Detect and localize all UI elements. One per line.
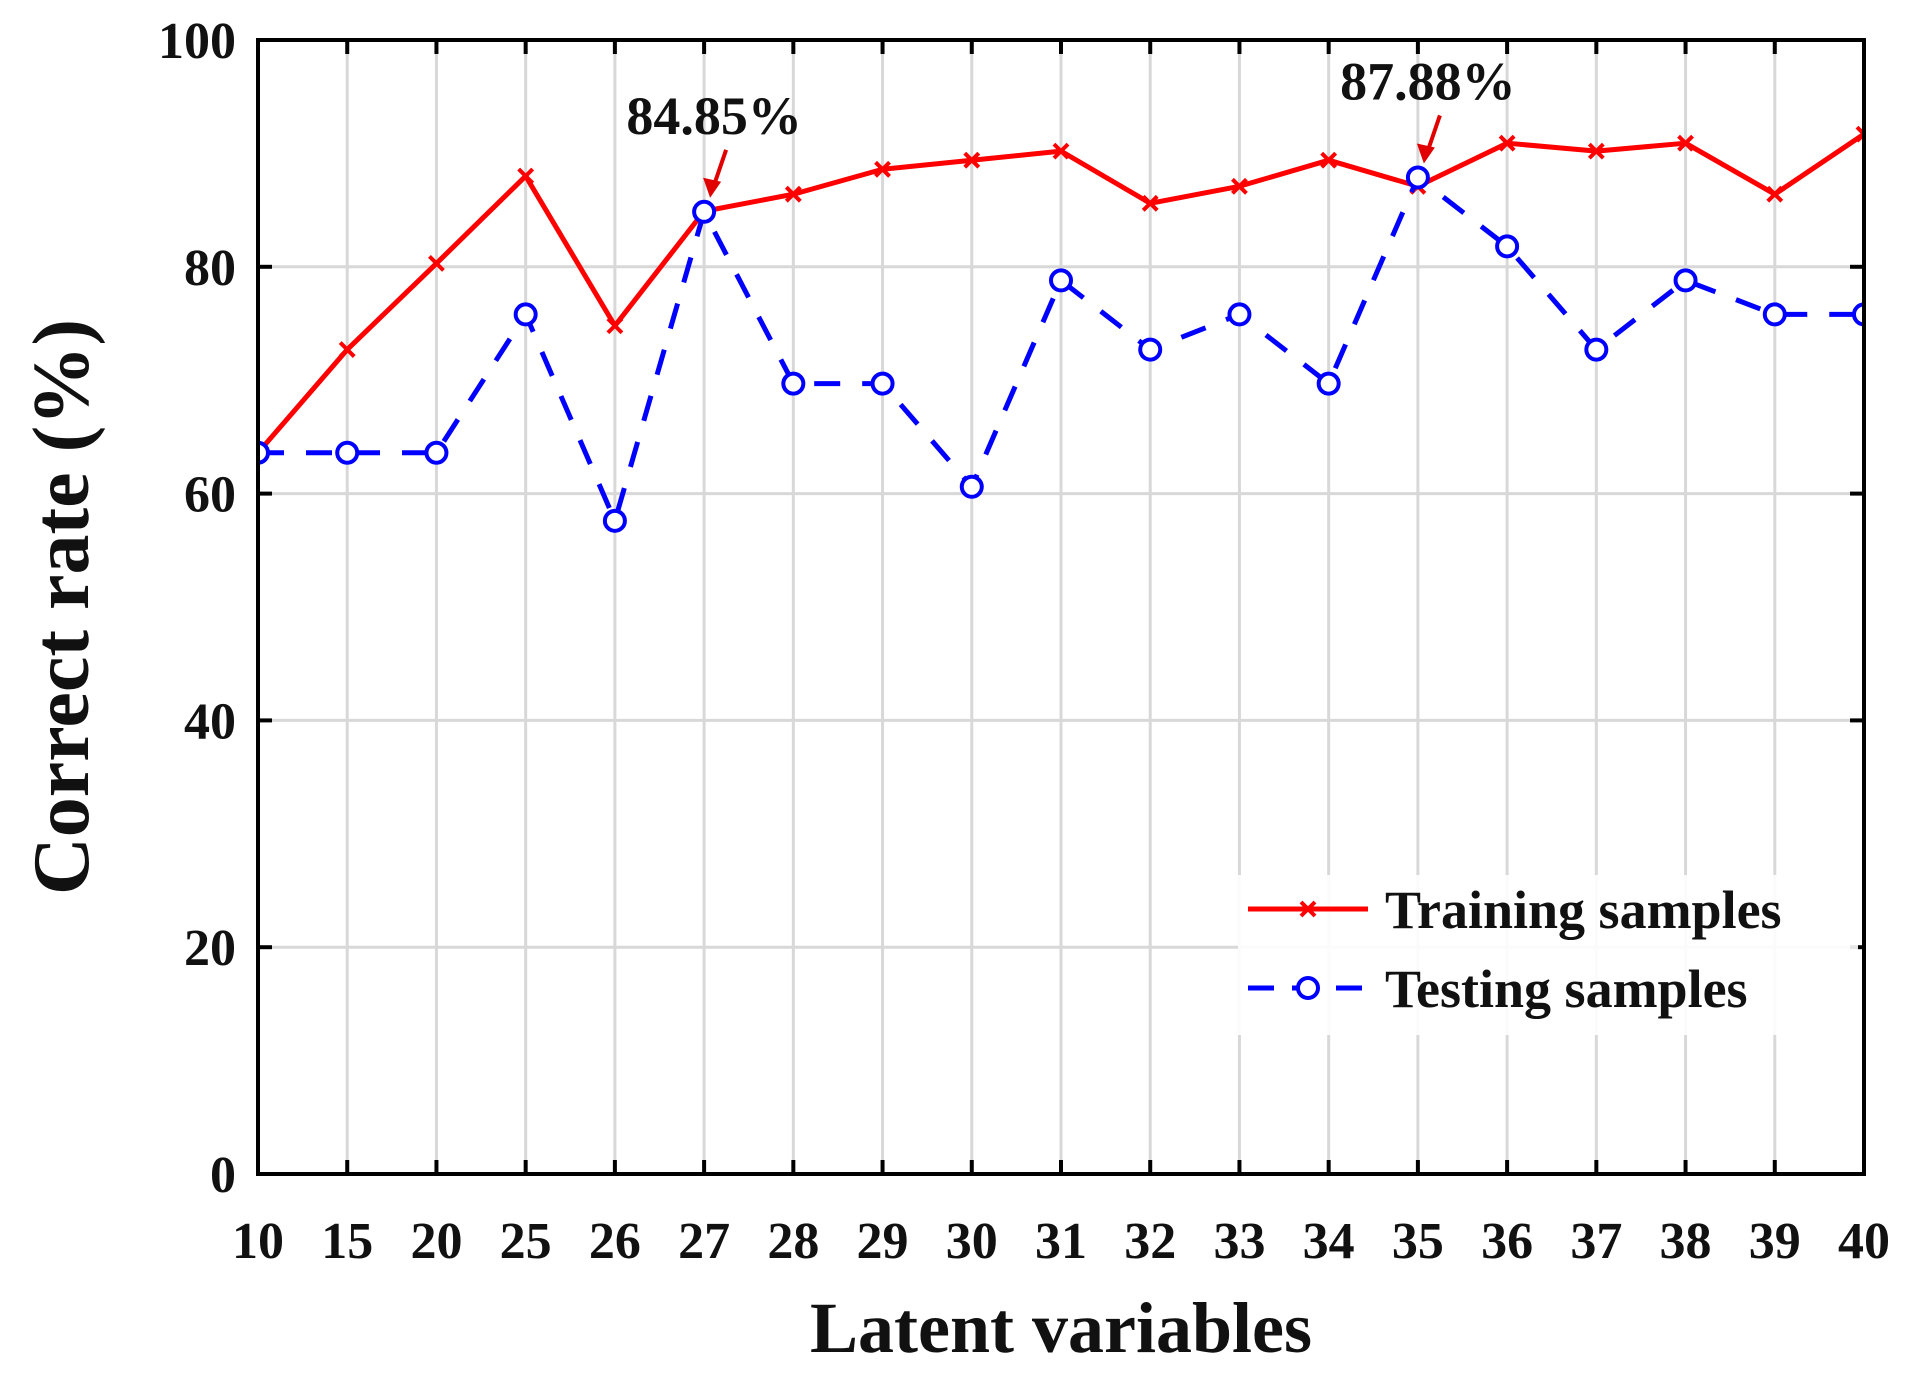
annotation-arrow-head: [703, 177, 722, 198]
data-point-testing-samples: [1049, 268, 1073, 293]
data-point-testing-samples: [781, 371, 806, 396]
legend-label-testing: Testing samples: [1385, 959, 1748, 1019]
data-point-testing-samples: [692, 199, 717, 224]
data-point-training-samples: [428, 254, 445, 272]
series-testing-samples: [258, 165, 1864, 533]
data-point-testing-samples: [959, 474, 984, 499]
legend-marker-testing: [1296, 976, 1320, 1000]
data-point-training-samples: [1498, 134, 1516, 152]
data-point-testing-samples: [1584, 337, 1609, 362]
x-tick-label: 10: [232, 1213, 284, 1270]
x-tick-label: 39: [1749, 1213, 1801, 1270]
data-point-testing-samples: [258, 440, 270, 465]
y-tick-label: 40: [184, 693, 236, 750]
legend-marker-circle: [1296, 976, 1320, 1000]
data-point-testing-samples: [1852, 302, 1864, 327]
x-tick-label: 25: [500, 1213, 552, 1270]
data-point-testing-samples: [1138, 337, 1163, 362]
x-tick-label: 35: [1392, 1213, 1444, 1270]
x-tick-label: 37: [1570, 1213, 1622, 1270]
data-point-testing-samples: [1762, 302, 1787, 327]
data-point-training-samples: [1052, 142, 1070, 160]
x-tick-labels: 10 15 20 25 26 27 28 29 30 31 32 33 34 35 36 37 38 39 40: [232, 1213, 1890, 1270]
data-point-training-samples: [1320, 151, 1338, 169]
data-point-training-samples: [338, 341, 356, 358]
annotation-label: 87.88%: [1340, 51, 1516, 111]
data-point-training-samples: [1766, 185, 1784, 203]
legend-label-training: Training samples: [1385, 880, 1782, 940]
data-point-testing-samples: [1316, 371, 1341, 396]
axis-ticks: [256, 38, 1866, 1176]
x-tick-label: 26: [589, 1213, 641, 1270]
data-point-testing-samples: [335, 440, 360, 465]
legend: Training samples Testing samples: [1238, 875, 1858, 1035]
data-point-training-samples: [874, 160, 891, 178]
annotation-arrow-head: [1416, 143, 1435, 164]
y-tick-label: 0: [210, 1147, 236, 1204]
x-tick-label: 29: [857, 1213, 909, 1270]
y-tick-label: 80: [184, 240, 236, 297]
x-tick-label: 36: [1481, 1213, 1533, 1270]
x-tick-label: 30: [946, 1213, 998, 1270]
data-point-training-samples: [1855, 125, 1864, 143]
data-point-testing-samples: [513, 302, 538, 327]
x-tick-label: 34: [1303, 1213, 1355, 1270]
x-tick-label: 15: [321, 1213, 373, 1270]
annotations: 84.85% 87.88%: [626, 51, 1516, 198]
data-point-testing-samples: [1405, 165, 1430, 190]
x-tick-label: 31: [1035, 1213, 1087, 1270]
legend-marker-training: [1299, 900, 1317, 918]
legend-marker-x: [1299, 900, 1317, 918]
y-tick-label: 20: [184, 920, 236, 977]
data-point-training-samples: [1141, 194, 1159, 212]
y-tick-label: 60: [184, 467, 236, 524]
y-axis-title: Correct rate (%): [18, 319, 106, 895]
data-point-training-samples: [784, 185, 802, 203]
data-point-testing-samples: [424, 440, 449, 465]
x-tick-label: 32: [1124, 1213, 1176, 1270]
x-tick-label: 28: [767, 1213, 819, 1270]
annotation: 87.88%: [1340, 51, 1516, 164]
y-tick-label: 100: [158, 13, 236, 70]
data-point-training-samples: [1587, 142, 1605, 160]
annotation-label: 84.85%: [626, 86, 802, 146]
x-tick-label: 20: [410, 1213, 462, 1270]
legend-box: [1238, 875, 1858, 1035]
x-axis-title: Latent variables: [810, 1288, 1312, 1368]
data-point-training-samples: [1677, 134, 1694, 152]
x-tick-label: 40: [1838, 1213, 1890, 1270]
data-point-training-samples: [517, 167, 535, 185]
x-tick-label: 27: [678, 1213, 730, 1270]
x-tick-label: 33: [1213, 1213, 1265, 1270]
data-point-testing-samples: [1495, 234, 1520, 259]
data-point-training-samples: [963, 151, 981, 169]
data-point-testing-samples: [602, 508, 627, 533]
data-point-training-samples: [606, 317, 624, 335]
series-layer: [258, 125, 1864, 533]
x-tick-label: 38: [1660, 1213, 1712, 1270]
y-tick-labels: 0 20 40 60 80 100: [158, 13, 236, 1204]
data-point-testing-samples: [870, 371, 895, 396]
data-point-testing-samples: [1673, 268, 1698, 293]
data-point-testing-samples: [1227, 302, 1252, 327]
annotation: 84.85%: [626, 86, 802, 198]
data-point-training-samples: [1231, 177, 1248, 195]
